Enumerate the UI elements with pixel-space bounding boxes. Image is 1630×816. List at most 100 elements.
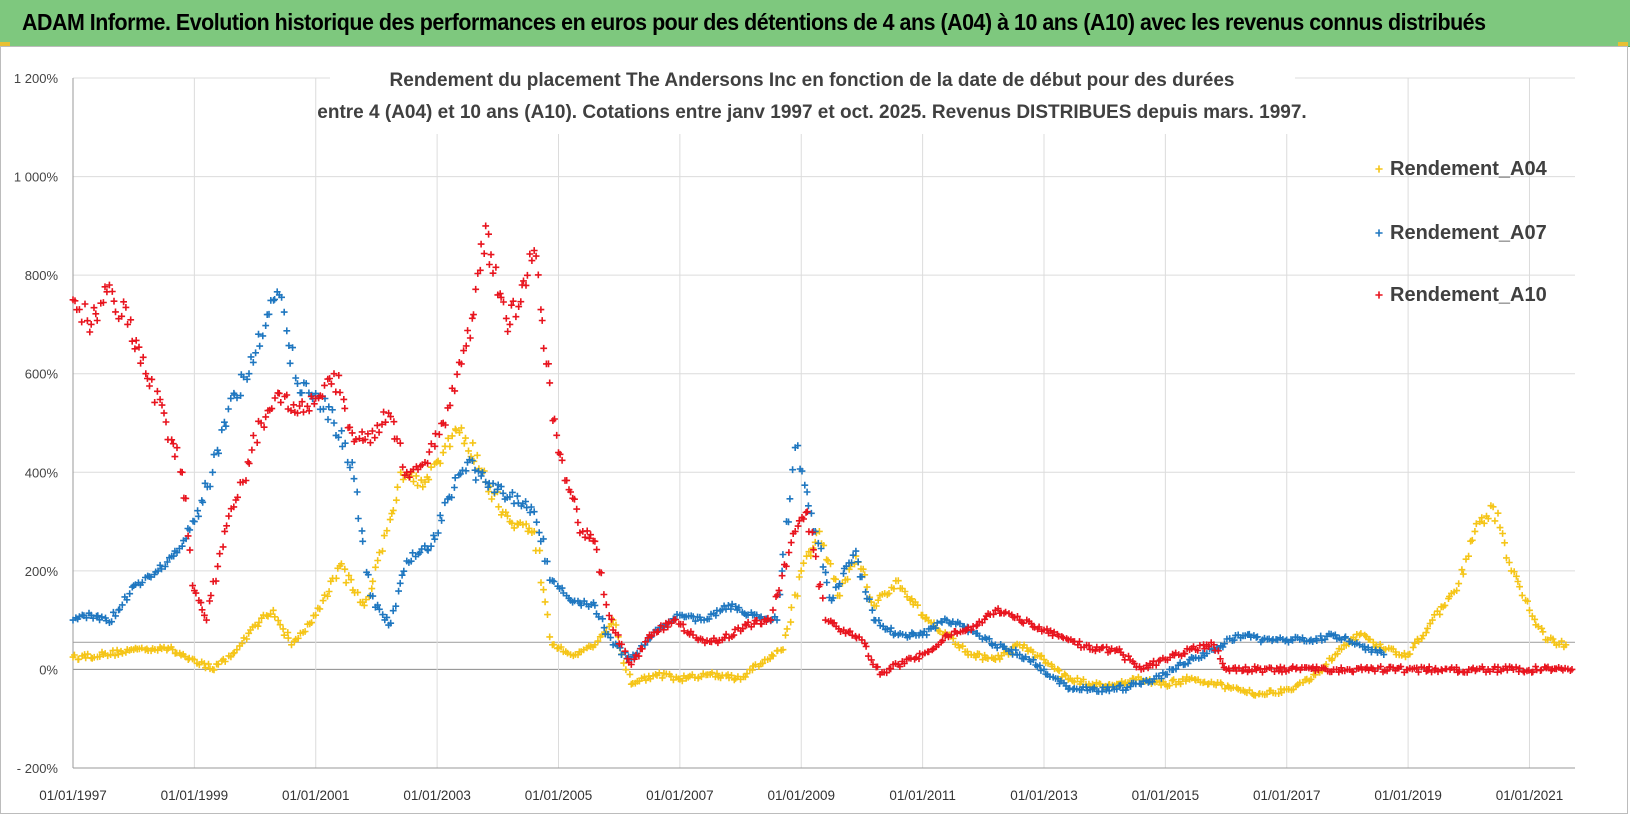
data-point bbox=[1098, 688, 1106, 696]
data-point bbox=[1453, 587, 1461, 594]
data-point bbox=[388, 510, 396, 517]
data-point bbox=[421, 542, 429, 550]
data-point bbox=[280, 308, 288, 316]
data-point bbox=[581, 533, 589, 541]
data-point bbox=[252, 349, 259, 357]
data-point bbox=[112, 612, 119, 620]
data-point bbox=[1429, 616, 1436, 624]
data-point bbox=[1465, 552, 1472, 560]
data-point bbox=[1409, 644, 1417, 651]
data-point bbox=[324, 416, 332, 423]
data-point bbox=[816, 581, 824, 588]
data-point bbox=[1219, 660, 1226, 667]
data-point bbox=[209, 468, 216, 476]
chart-title-line1: Rendement du placement The Andersons Inc… bbox=[390, 70, 1235, 91]
data-point bbox=[896, 663, 904, 670]
data-point bbox=[1152, 661, 1160, 669]
data-point bbox=[118, 601, 126, 609]
data-point bbox=[618, 651, 625, 658]
data-point bbox=[356, 435, 363, 442]
data-point bbox=[854, 558, 862, 566]
data-point bbox=[380, 532, 388, 539]
data-point bbox=[321, 382, 328, 389]
data-point bbox=[919, 611, 926, 619]
data-point bbox=[1459, 570, 1467, 578]
data-point bbox=[1425, 663, 1433, 671]
data-point bbox=[132, 337, 140, 344]
data-point bbox=[1014, 613, 1021, 620]
data-point bbox=[506, 321, 514, 328]
data-point bbox=[1516, 583, 1523, 591]
data-point bbox=[595, 613, 603, 621]
data-point bbox=[94, 612, 102, 620]
data-point bbox=[868, 606, 876, 614]
data-point bbox=[616, 644, 624, 652]
data-point bbox=[275, 390, 283, 397]
data-point bbox=[399, 476, 407, 483]
data-point bbox=[359, 537, 367, 545]
legend-label-rendement_a07: Rendement_A07 bbox=[1390, 222, 1547, 244]
data-point bbox=[874, 663, 881, 671]
data-point bbox=[1251, 692, 1259, 699]
data-point bbox=[427, 463, 435, 471]
data-point bbox=[191, 656, 198, 663]
data-point bbox=[184, 532, 192, 540]
data-point bbox=[811, 538, 819, 546]
data-point bbox=[545, 360, 552, 368]
data-point bbox=[120, 298, 127, 306]
data-point bbox=[932, 624, 939, 632]
data-point bbox=[1038, 652, 1045, 660]
data-point bbox=[522, 498, 529, 505]
data-point bbox=[540, 586, 547, 594]
data-point bbox=[369, 592, 377, 600]
data-point bbox=[186, 526, 194, 534]
data-point bbox=[602, 601, 610, 609]
data-point bbox=[920, 628, 928, 635]
data-point bbox=[325, 588, 333, 595]
data-point bbox=[759, 659, 767, 667]
data-point bbox=[557, 643, 565, 651]
data-point bbox=[387, 619, 395, 627]
data-point bbox=[1226, 667, 1233, 675]
data-point bbox=[460, 440, 468, 447]
data-point bbox=[210, 451, 218, 458]
data-point bbox=[624, 655, 631, 663]
data-point bbox=[1424, 667, 1432, 674]
data-point bbox=[398, 571, 406, 579]
data-point bbox=[289, 344, 296, 351]
data-point bbox=[118, 312, 126, 320]
data-point bbox=[712, 612, 720, 619]
data-point bbox=[990, 610, 997, 618]
data-point bbox=[270, 297, 277, 304]
data-point bbox=[1335, 668, 1343, 676]
y-tick-label: 1 000% bbox=[14, 170, 59, 185]
data-point bbox=[1361, 643, 1368, 651]
data-point bbox=[553, 431, 561, 439]
data-point bbox=[1158, 675, 1165, 682]
data-point bbox=[1411, 639, 1419, 647]
data-point bbox=[137, 359, 144, 367]
data-point bbox=[225, 512, 233, 520]
data-point bbox=[425, 476, 433, 483]
data-point bbox=[794, 522, 802, 530]
data-point bbox=[326, 375, 333, 382]
data-point bbox=[286, 359, 294, 367]
data-point bbox=[372, 563, 379, 571]
data-point bbox=[465, 447, 472, 455]
data-point bbox=[810, 546, 817, 554]
data-point bbox=[608, 615, 615, 623]
data-point bbox=[1415, 668, 1422, 676]
data-point bbox=[1248, 668, 1256, 675]
data-point bbox=[375, 428, 383, 436]
data-point bbox=[348, 429, 356, 437]
legend-label-rendement_a10: Rendement_A10 bbox=[1390, 284, 1547, 306]
data-point bbox=[537, 579, 545, 586]
data-point bbox=[462, 342, 470, 350]
data-point bbox=[803, 488, 811, 496]
data-point bbox=[110, 608, 117, 616]
data-point bbox=[451, 474, 459, 482]
data-point bbox=[779, 551, 787, 558]
data-point bbox=[785, 549, 793, 556]
data-point bbox=[536, 547, 544, 554]
data-point bbox=[1406, 650, 1414, 658]
